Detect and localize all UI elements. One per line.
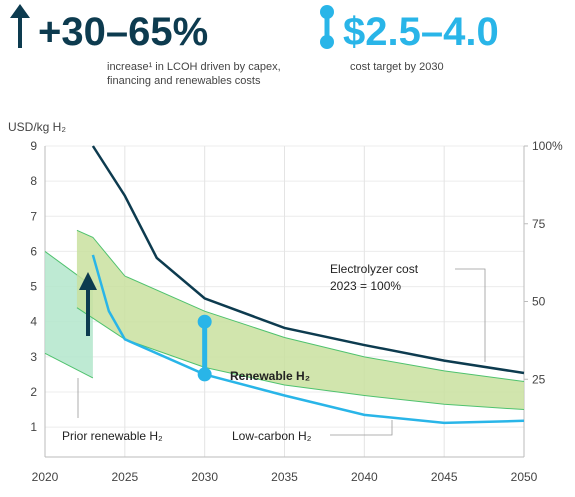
band-lower — [76, 307, 525, 411]
dumbbell-icon — [324, 12, 330, 40]
header: +30–65% increase¹ in LCOH driven by cape… — [10, 4, 499, 87]
series-label: Renewable H₂ — [230, 369, 310, 383]
x-tick-label: 2020 — [32, 470, 59, 484]
y2-tick-label: 25 — [532, 372, 546, 386]
y-tick-label: 5 — [30, 280, 37, 294]
series-line — [91, 254, 525, 425]
up-arrow-icon — [10, 4, 30, 48]
band-upper — [76, 229, 525, 382]
y2-tick-label: 100% — [532, 139, 563, 153]
x-tick-label: 2025 — [111, 470, 138, 484]
y-tick-label: 1 — [30, 420, 37, 434]
series-label: Prior renewable H₂ — [62, 429, 163, 443]
y-axis-label: USD/kg H₂ — [8, 120, 66, 134]
stat-caption: increase¹ in LCOH driven by capex, — [107, 61, 281, 73]
plot: 1 2 3 4 5 6 7 8 9 25 50 75 100% 2020 2025 2030 2035 2040 2… — [30, 139, 563, 484]
stat-value: +30–65% — [38, 10, 208, 54]
stat-value: $2.5–4.0 — [343, 10, 499, 54]
y2-tick-label: 50 — [532, 295, 546, 309]
series-label: Electrolyzer cost — [330, 262, 419, 276]
callout-line — [330, 420, 393, 436]
callout-line — [455, 268, 486, 362]
x-tick-label: 2050 — [511, 470, 538, 484]
band-area — [76, 230, 524, 410]
dumbbell-icon — [320, 35, 334, 49]
y-tick-label: 6 — [30, 244, 37, 258]
y-tick-label: 2 — [30, 385, 37, 399]
target-low — [197, 367, 212, 382]
series-label: Low-carbon H₂ — [232, 429, 312, 443]
target-high — [197, 314, 212, 329]
y-tick-label: 4 — [30, 315, 37, 329]
y-tick-label: 7 — [30, 209, 37, 223]
x-tick-label: 2040 — [351, 470, 378, 484]
series-line — [91, 145, 525, 375]
y-tick-label: 3 — [30, 350, 37, 364]
y-tick-label: 9 — [30, 139, 37, 153]
band-lower — [44, 352, 94, 379]
increase-arrow — [79, 272, 97, 336]
x-tick-label: 2035 — [271, 470, 298, 484]
stat-caption: cost target by 2030 — [350, 61, 444, 73]
y2-tick-label: 75 — [532, 217, 546, 231]
stat-caption: financing and renewables costs — [107, 75, 261, 87]
x-tick-label: 2030 — [191, 470, 218, 484]
y-tick-label: 8 — [30, 174, 37, 188]
x-tick-label: 2045 — [431, 470, 458, 484]
series-note: 2023 = 100% — [330, 279, 401, 293]
